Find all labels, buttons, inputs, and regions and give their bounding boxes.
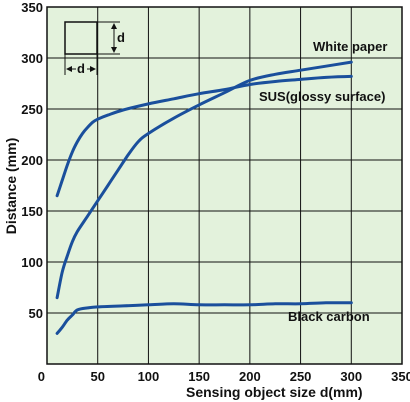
label-black-carbon: Black carbon	[288, 309, 370, 324]
y-tick-label-300: 300	[21, 51, 43, 66]
x-tick-label-150: 150	[188, 369, 210, 384]
y-tick-label-350: 350	[21, 0, 43, 15]
inset-vert-arrow-bottom	[111, 47, 117, 53]
y-tick-label-200: 200	[21, 153, 43, 168]
series-line-2	[55, 301, 353, 335]
x-tick-label-0: 0	[38, 369, 45, 384]
x-tick-label-350: 350	[391, 369, 410, 384]
inset-horiz-arrow-right	[90, 66, 96, 72]
x-tick-label-300: 300	[340, 369, 362, 384]
y-axis-label: Distance (mm)	[3, 138, 19, 234]
y-tick-label-150: 150	[21, 204, 43, 219]
series-line-0	[55, 60, 353, 300]
x-axis-label: Sensing object size d(mm)	[186, 384, 363, 400]
inset-d-horizontal: d	[77, 61, 85, 76]
x-tick-label-100: 100	[138, 369, 160, 384]
y-tick-label-100: 100	[21, 255, 43, 270]
inset-d-vertical: d	[117, 30, 125, 45]
series-line-1	[55, 74, 353, 198]
inset-square	[64, 21, 98, 55]
x-tick-label-50: 50	[90, 369, 104, 384]
y-tick-label-250: 250	[21, 102, 43, 117]
inset-horiz-arrow-left	[66, 66, 72, 72]
label-white-paper: White paper	[313, 39, 387, 54]
y-tick-label-50: 50	[29, 306, 43, 321]
series-group	[55, 60, 353, 335]
inset-vert-arrow-top	[111, 23, 117, 29]
tick-labels: 0 50 100 150 200 250 300 350 50 100 150 200 250 300 35…	[21, 0, 410, 384]
x-tick-label-250: 250	[290, 369, 312, 384]
label-sus: SUS(glossy surface)	[259, 89, 385, 104]
grid-lines	[47, 7, 402, 364]
x-tick-label-200: 200	[239, 369, 261, 384]
dimension-inset: d d	[64, 21, 125, 76]
